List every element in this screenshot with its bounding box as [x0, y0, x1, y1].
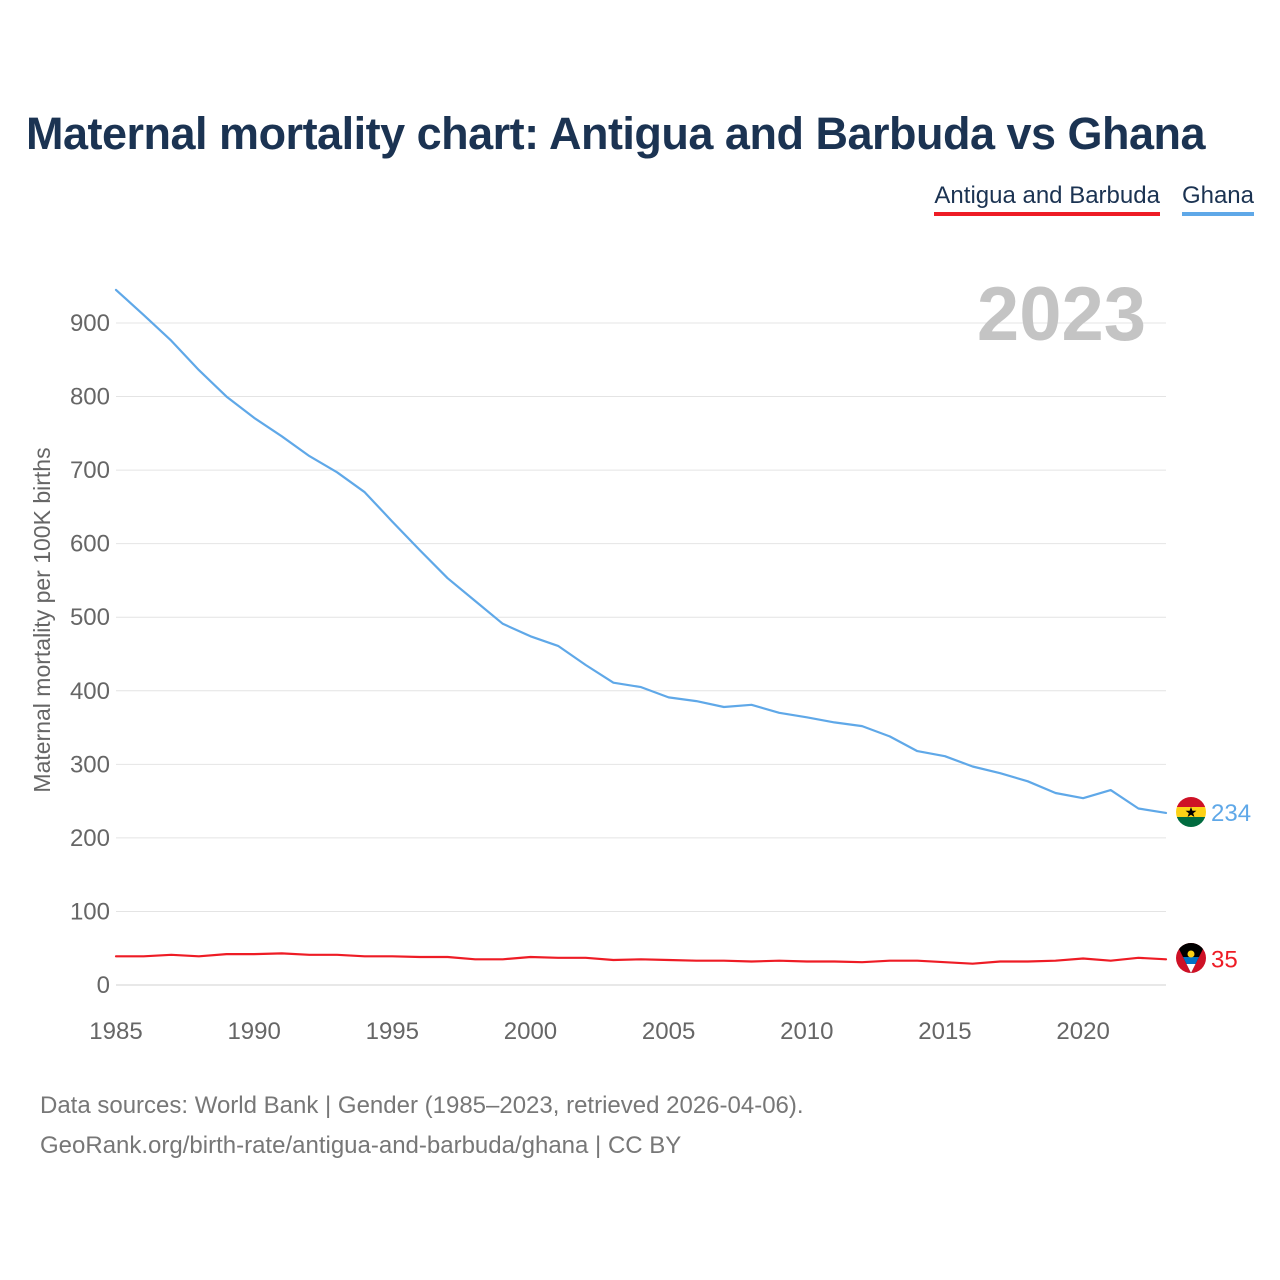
footer-attribution[interactable]: GeoRank.org/birth-rate/antigua-and-barbu…: [40, 1132, 682, 1159]
series-lines: [114, 288, 1168, 965]
footer-sources: Data sources: World Bank | Gender (1985–…: [40, 1092, 804, 1119]
x-tick-label: 1995: [366, 1018, 419, 1045]
x-tick-label: 2005: [642, 1018, 695, 1045]
series-line-antigua-and-barbuda[interactable]: [114, 952, 1168, 965]
year-label: 2023: [977, 272, 1146, 357]
y-tick-label: 0: [97, 972, 110, 999]
y-tick-label: 700: [70, 457, 110, 484]
gridlines: [116, 322, 1166, 986]
series-line-ghana[interactable]: [114, 288, 1168, 815]
x-tick-label: 2010: [780, 1018, 833, 1045]
chart-title: Maternal mortality chart: Antigua and Ba…: [26, 108, 1206, 159]
end-label-ghana: 234: [1211, 800, 1251, 827]
footer: Data sources: World Bank | Gender (1985–…: [40, 1086, 804, 1166]
x-tick-label: 2015: [918, 1018, 971, 1045]
y-tick-label: 100: [70, 898, 110, 925]
x-tick-label: 1985: [89, 1018, 142, 1045]
legend-item-antigua-and-barbuda[interactable]: Antigua and Barbuda: [934, 182, 1160, 216]
ghana-flag-icon: [1176, 797, 1206, 827]
y-tick-label: 400: [70, 678, 110, 705]
y-tick-label: 900: [70, 310, 110, 337]
y-tick-label: 600: [70, 531, 110, 558]
y-axis-label: Maternal mortality per 100K births: [29, 447, 55, 792]
legend: Antigua and Barbuda Ghana: [934, 182, 1254, 216]
antigua-and-barbuda-flag-icon: [1176, 943, 1206, 973]
end-labels: 35 234: [1211, 800, 1251, 973]
legend-item-ghana[interactable]: Ghana: [1181, 182, 1254, 216]
y-tick-label: 500: [70, 604, 110, 631]
x-axis-ticks: 1985 1990 1995 2000 2005 2010 2015 2020: [89, 1018, 1109, 1045]
x-tick-label: 2000: [504, 1018, 557, 1045]
y-axis-ticks: 0 100 200 300 400 500 600 700 800 900: [70, 310, 110, 999]
y-tick-label: 200: [70, 825, 110, 852]
x-tick-label: 1990: [227, 1018, 280, 1045]
y-tick-label: 300: [70, 751, 110, 778]
end-label-antigua-and-barbuda: 35: [1211, 946, 1238, 973]
y-tick-label: 800: [70, 384, 110, 411]
x-tick-label: 2020: [1056, 1018, 1109, 1045]
